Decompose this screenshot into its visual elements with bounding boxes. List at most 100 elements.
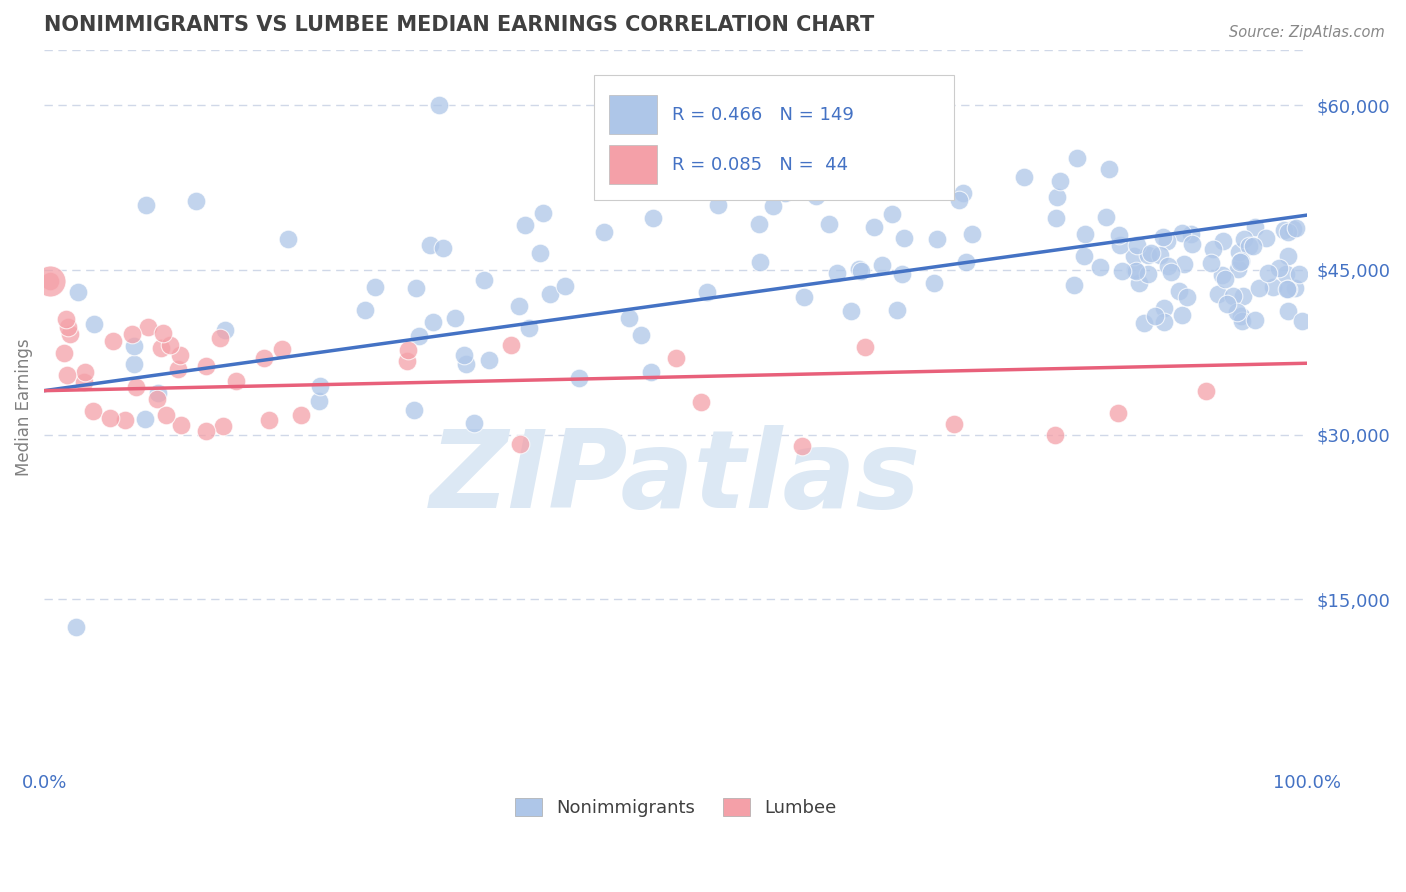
Point [53,346,76,360]
Point [1107,406,1129,420]
Point [811,168,834,182]
Point [1229,244,1251,259]
Point [1160,265,1182,279]
Point [508,299,530,313]
Point [121,327,143,342]
Point [848,262,870,277]
Point [1143,310,1166,324]
Point [169,348,191,362]
Point [1156,234,1178,248]
Point [825,174,848,188]
Point [817,217,839,231]
Point [146,386,169,401]
Point [1212,234,1234,248]
Point [501,338,523,352]
Point [408,329,430,343]
Point [39,274,62,288]
Point [1140,246,1163,260]
Point [59,327,82,342]
Point [1133,316,1156,330]
Point [1153,315,1175,329]
Point [101,334,124,348]
Point [56,368,79,382]
Point [1277,225,1299,239]
Point [1126,237,1149,252]
Point [1066,151,1088,165]
Point [828,166,851,180]
Point [402,403,425,417]
Point [277,232,299,246]
Point [825,267,848,281]
Point [135,198,157,212]
Point [592,225,614,239]
Point [1049,174,1071,188]
Point [1095,210,1118,224]
Point [1215,272,1237,286]
Point [880,207,903,221]
Point [1222,289,1244,303]
Point [124,339,146,353]
Point [55,311,77,326]
Point [1173,257,1195,271]
Text: R = 0.085   N =  44: R = 0.085 N = 44 [672,155,848,174]
Point [75,365,97,379]
Point [1125,264,1147,278]
Point [1012,169,1035,184]
Point [696,285,718,299]
Point [891,267,914,281]
Point [1152,230,1174,244]
Point [209,331,232,345]
Point [308,393,330,408]
Point [1153,301,1175,315]
Point [214,323,236,337]
Point [1202,242,1225,256]
Text: Source: ZipAtlas.com: Source: ZipAtlas.com [1229,25,1385,40]
Point [1232,289,1254,303]
Point [186,194,208,209]
Point [56,320,79,334]
Point [1216,296,1239,310]
Point [1232,232,1254,246]
Point [478,352,501,367]
Point [1098,162,1121,177]
Point [1137,268,1160,282]
Point [194,359,217,373]
Text: ZIPatlas: ZIPatlas [430,425,921,532]
Point [630,327,652,342]
Point [1043,427,1066,442]
Point [443,311,465,326]
Point [706,197,728,211]
Point [65,620,87,634]
Point [396,354,419,368]
Point [1288,267,1310,281]
Point [125,380,148,394]
Point [1284,281,1306,295]
Point [422,315,444,329]
Point [509,437,531,451]
Point [83,318,105,332]
Point [1206,286,1229,301]
Point [1125,262,1147,277]
Point [1157,260,1180,274]
Point [1149,248,1171,262]
Point [1249,281,1271,295]
Point [195,424,218,438]
Point [1088,260,1111,274]
Point [1046,190,1069,204]
Point [1168,285,1191,299]
Point [39,274,62,288]
Point [886,303,908,318]
Point [749,254,772,268]
Point [1254,231,1277,245]
Text: R = 0.466   N = 149: R = 0.466 N = 149 [672,105,853,124]
Point [793,290,815,304]
Point [463,417,485,431]
Point [253,351,276,366]
Point [513,218,536,232]
Point [150,341,173,355]
Point [159,338,181,352]
Point [1074,227,1097,242]
Point [454,357,477,371]
Point [1232,314,1254,328]
Point [134,412,156,426]
